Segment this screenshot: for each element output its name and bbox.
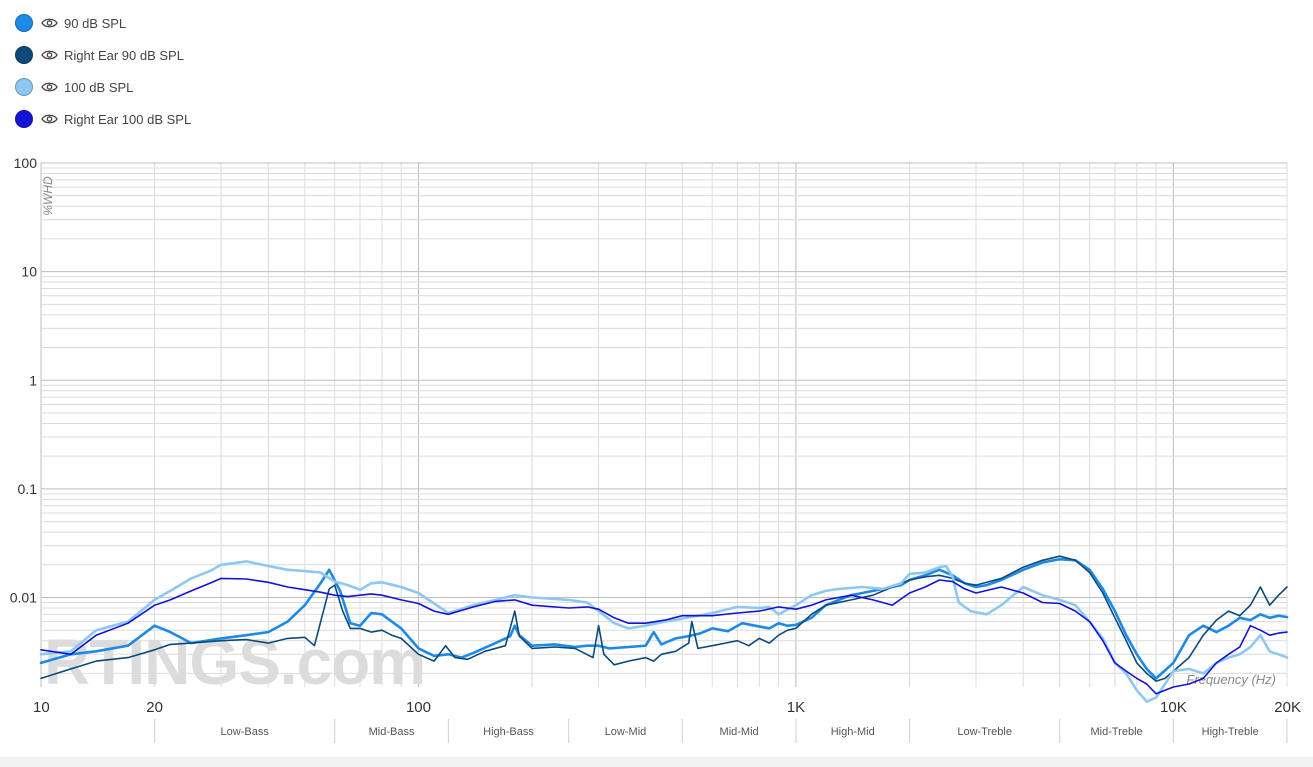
y-tick-label: 100 [14,155,38,171]
band-label: High-Bass [483,726,534,738]
legend-color-swatch[interactable] [15,78,33,96]
legend-label: 100 dB SPL [64,79,134,95]
legend-item[interactable]: Right Ear 100 dB SPL [15,103,191,135]
chart-legend: 90 dB SPL Right Ear 90 dB SPL 100 dB SPL Ri… [15,7,191,135]
x-tick-label: 100 [406,699,431,716]
band-label: Low-Treble [957,726,1012,738]
x-tick-label: 10K [1160,699,1187,716]
legend-color-swatch[interactable] [15,14,33,32]
legend-item[interactable]: 100 dB SPL [15,71,191,103]
x-tick-label: 20 [146,699,163,716]
eye-icon[interactable] [41,81,58,93]
series-line [40,555,1288,682]
eye-icon[interactable] [41,113,58,125]
legend-item[interactable]: 90 dB SPL [15,7,191,39]
legend-label: Right Ear 100 dB SPL [64,111,192,127]
legend-label: Right Ear 90 dB SPL [64,47,184,63]
eye-icon[interactable] [41,17,58,29]
band-label: Mid-Mid [720,726,759,738]
band-label: Low-Mid [605,726,647,738]
legend-item[interactable]: Right Ear 90 dB SPL [15,39,191,71]
band-label: High-Treble [1202,726,1259,738]
x-tick-label: 10 [33,699,50,716]
x-tick-label: 1K [787,699,805,716]
series-line [40,577,1288,695]
band-label: High-Mid [831,726,875,738]
legend-color-swatch[interactable] [15,46,33,64]
legend-label: 90 dB SPL [64,15,127,31]
band-label: Low-Bass [221,726,270,738]
y-tick-label: 10 [21,264,37,280]
legend-color-swatch[interactable] [15,110,33,128]
band-label: Mid-Bass [369,726,415,738]
y-tick-label: 0.1 [18,481,38,497]
x-tick-label: 20K [1274,699,1301,716]
band-label: Mid-Treble [1090,726,1142,738]
watermark-logo: RTINGS.com [44,626,425,698]
series-line [39,557,1289,680]
x-axis-label: Frequency (Hz) [1186,672,1276,687]
series-line [39,560,1289,703]
y-tick-label: 0.01 [10,590,37,606]
eye-icon[interactable] [41,49,58,61]
y-axis-label: %WHD [41,176,55,216]
footer-bar [0,757,1313,767]
y-tick-label: 1 [29,372,37,388]
